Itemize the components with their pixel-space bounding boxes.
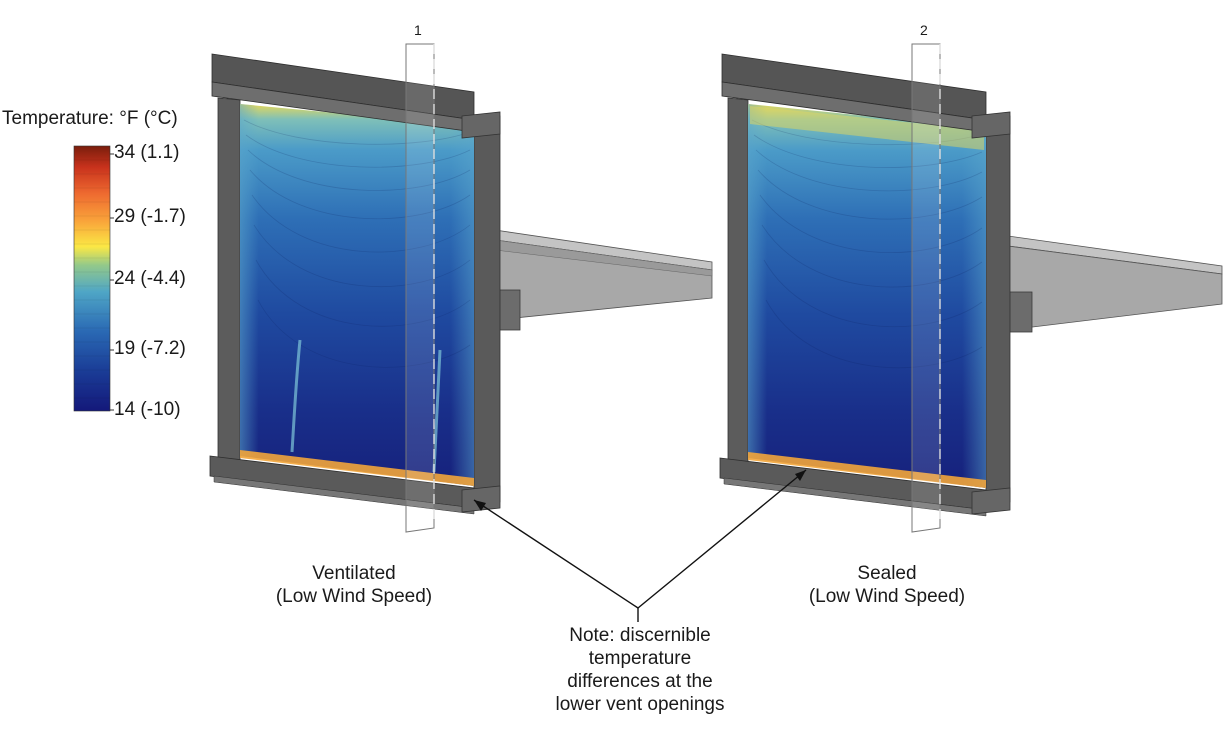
- note-line: Note: discernible: [569, 625, 711, 646]
- glass-edge-shade: [748, 104, 986, 488]
- leader-arrowhead-sealed: [795, 470, 806, 481]
- glass-contour-lines: [243, 119, 471, 368]
- legend-title: Temperature: °F (°C): [2, 108, 178, 129]
- left-frame: [217, 97, 241, 471]
- note-line: temperature: [588, 648, 692, 669]
- caption-line: Ventilated: [312, 563, 396, 584]
- panel-sealed: [719, 43, 1223, 533]
- section-number-2: 2: [920, 22, 928, 38]
- bottom-right-clip: [971, 487, 1011, 515]
- legend-tick-label: 24 (-4.4): [114, 268, 186, 289]
- legend-colorbar-bands: [74, 159, 110, 399]
- leader-to-sealed: [637, 469, 807, 609]
- glass-contour-lines: [751, 119, 983, 369]
- section-plane-1: [405, 43, 435, 533]
- warm-sill-band: [240, 450, 474, 486]
- legend-tick-label: 14 (-10): [114, 399, 181, 420]
- legend-tick-label: 29 (-1.7): [114, 206, 186, 227]
- top-right-clip: [461, 111, 501, 139]
- note-leader-lines: [473, 469, 807, 622]
- bottom-right-clip: [461, 485, 501, 513]
- caption-line: (Low Wind Speed): [275, 586, 433, 607]
- legend-tick-label: 19 (-7.2): [114, 338, 186, 359]
- glass-edge-shade: [240, 104, 474, 486]
- legend-tick-marks: [110, 153, 114, 411]
- note-line: differences at the: [567, 671, 713, 692]
- left-frame: [727, 97, 749, 471]
- bottom-sill-lower: [723, 477, 987, 517]
- vent-plume-left: [290, 339, 302, 453]
- note-line: lower vent openings: [555, 694, 725, 715]
- legend-tick-label: 34 (1.1): [114, 142, 180, 163]
- top-right-clip: [971, 111, 1011, 139]
- caption-ventilated: Ventilated (Low Wind Speed): [254, 562, 454, 608]
- right-mullion: [985, 115, 1011, 511]
- bottom-sill-lower: [213, 475, 475, 515]
- caption-line: (Low Wind Speed): [808, 586, 966, 607]
- legend-colorbar: [73, 145, 111, 412]
- section-number-1: 1: [414, 22, 422, 38]
- leader-to-ventilated: [473, 499, 639, 609]
- warm-top-band: [750, 106, 984, 150]
- caption-sealed: Sealed (Low Wind Speed): [787, 562, 987, 608]
- panel-ventilated: [209, 43, 713, 533]
- caption-line: Sealed: [857, 563, 917, 584]
- note-text: Note: discernible temperature difference…: [520, 624, 760, 716]
- warm-sill-band: [748, 452, 986, 488]
- leader-arrowhead-ventilated: [474, 500, 486, 511]
- right-mullion: [473, 115, 501, 511]
- section-plane-2: [911, 43, 941, 533]
